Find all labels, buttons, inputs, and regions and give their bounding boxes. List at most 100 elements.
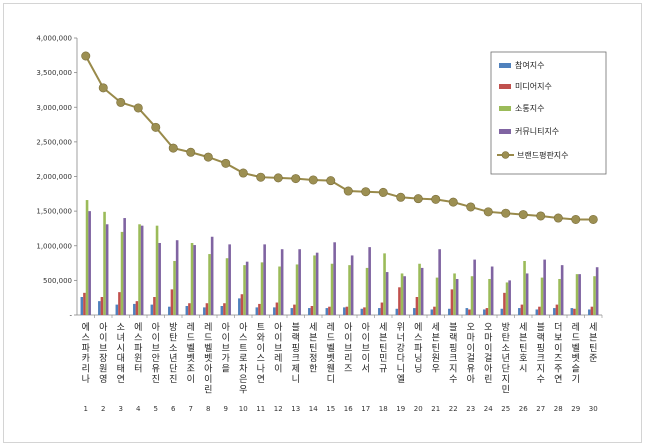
- bar-3-8: [208, 254, 211, 315]
- y-tick-label: 1,000,000: [36, 242, 72, 250]
- bar-1-23: [465, 308, 469, 315]
- bar-4-8: [210, 236, 214, 315]
- bar-2-7: [188, 303, 191, 315]
- brand-index-point-30: [588, 214, 598, 224]
- bar-2-20: [415, 297, 419, 315]
- bar-2-4: [135, 301, 139, 315]
- bar-3-4: [138, 224, 141, 315]
- bar-4-13: [298, 249, 301, 315]
- bar-1-16: [343, 307, 346, 315]
- bar-2-22: [450, 289, 454, 315]
- bar-3-12: [278, 266, 281, 315]
- brand-index-point-7: [186, 147, 196, 157]
- bar-2-5: [153, 297, 156, 315]
- x-rank-label-1: 1: [84, 405, 88, 413]
- bar-2-10: [240, 294, 244, 315]
- bar-3-6: [173, 260, 176, 315]
- brand-index-point-22: [448, 197, 458, 207]
- bar-3-30: [593, 276, 596, 315]
- brand-index-point-15: [326, 176, 336, 186]
- bar-1-21: [430, 309, 434, 315]
- x-rank-label-21: 21: [431, 405, 440, 413]
- x-rank-label-30: 30: [589, 405, 598, 413]
- bar-4-10: [245, 261, 249, 315]
- bar-2-3: [118, 292, 121, 315]
- bar-2-24: [485, 308, 489, 315]
- x-rank-label-22: 22: [449, 405, 458, 413]
- legend-label-4: 커뮤니티지수: [515, 126, 559, 136]
- brand-index-point-3: [116, 97, 126, 107]
- bar-4-20: [420, 267, 424, 315]
- bar-3-17: [365, 267, 369, 315]
- bar-1-18: [378, 308, 381, 315]
- legend-line-marker: [501, 151, 510, 159]
- x-rank-label-6: 6: [171, 405, 176, 413]
- bar-3-28: [558, 278, 561, 315]
- x-rank-label-12: 12: [274, 405, 283, 413]
- bar-1-11: [255, 307, 259, 315]
- bar-1-9: [220, 306, 224, 315]
- bar-2-17: [363, 307, 366, 315]
- x-rank-label-23: 23: [466, 405, 475, 413]
- bar-2-1: [83, 292, 86, 315]
- bar-4-28: [560, 265, 564, 315]
- brand-index-line: [81, 51, 598, 224]
- bar-2-25: [503, 292, 506, 315]
- bar-4-15: [333, 242, 336, 315]
- bar-1-6: [168, 306, 171, 315]
- bar-1-8: [203, 307, 206, 315]
- bar-4-19: [403, 276, 406, 315]
- x-rank-label-15: 15: [326, 405, 335, 413]
- bar-1-20: [413, 308, 416, 315]
- x-rank-label-26: 26: [519, 405, 528, 413]
- bar-4-25: [508, 280, 511, 316]
- bar-3-13: [295, 264, 299, 315]
- brand-index-point-12: [273, 173, 283, 183]
- bar-2-14: [310, 306, 314, 315]
- bar-4-18: [385, 272, 389, 315]
- y-tick-label: 3,000,000: [36, 104, 72, 112]
- bar-1-30: [588, 309, 591, 315]
- x-rank-label-11: 11: [256, 405, 265, 413]
- bars: [80, 200, 599, 316]
- bar-4-29: [578, 274, 581, 315]
- y-tick-label: 1,500,000: [36, 208, 72, 216]
- bar-4-11: [263, 244, 266, 315]
- brand-index-point-11: [256, 172, 266, 182]
- bar-4-23: [473, 259, 476, 315]
- bar-2-26: [520, 304, 524, 315]
- brand-index-point-16: [343, 186, 353, 196]
- bar-4-2: [105, 224, 109, 315]
- bar-2-21: [433, 306, 436, 315]
- y-tick-label: 500,000: [43, 277, 72, 285]
- brand-index-point-14: [308, 175, 318, 185]
- x-rank-label-24: 24: [484, 405, 493, 413]
- bar-4-5: [158, 242, 161, 315]
- bar-2-12: [275, 302, 279, 315]
- axes: - 500,000 1,000,000 1,500,000 2,000,000 2,500…: [36, 35, 603, 320]
- bar-3-19: [400, 273, 404, 315]
- bar-1-19: [395, 308, 399, 315]
- bar-3-7: [190, 242, 194, 315]
- bar-3-9: [225, 258, 229, 315]
- y-tick-label: 3,500,000: [36, 69, 72, 77]
- brand-index-point-29: [571, 214, 581, 224]
- bar-2-13: [293, 304, 296, 315]
- bar-2-11: [258, 303, 261, 315]
- brand-index-point-27: [536, 211, 546, 221]
- y-tick-label: 4,000,000: [36, 35, 72, 43]
